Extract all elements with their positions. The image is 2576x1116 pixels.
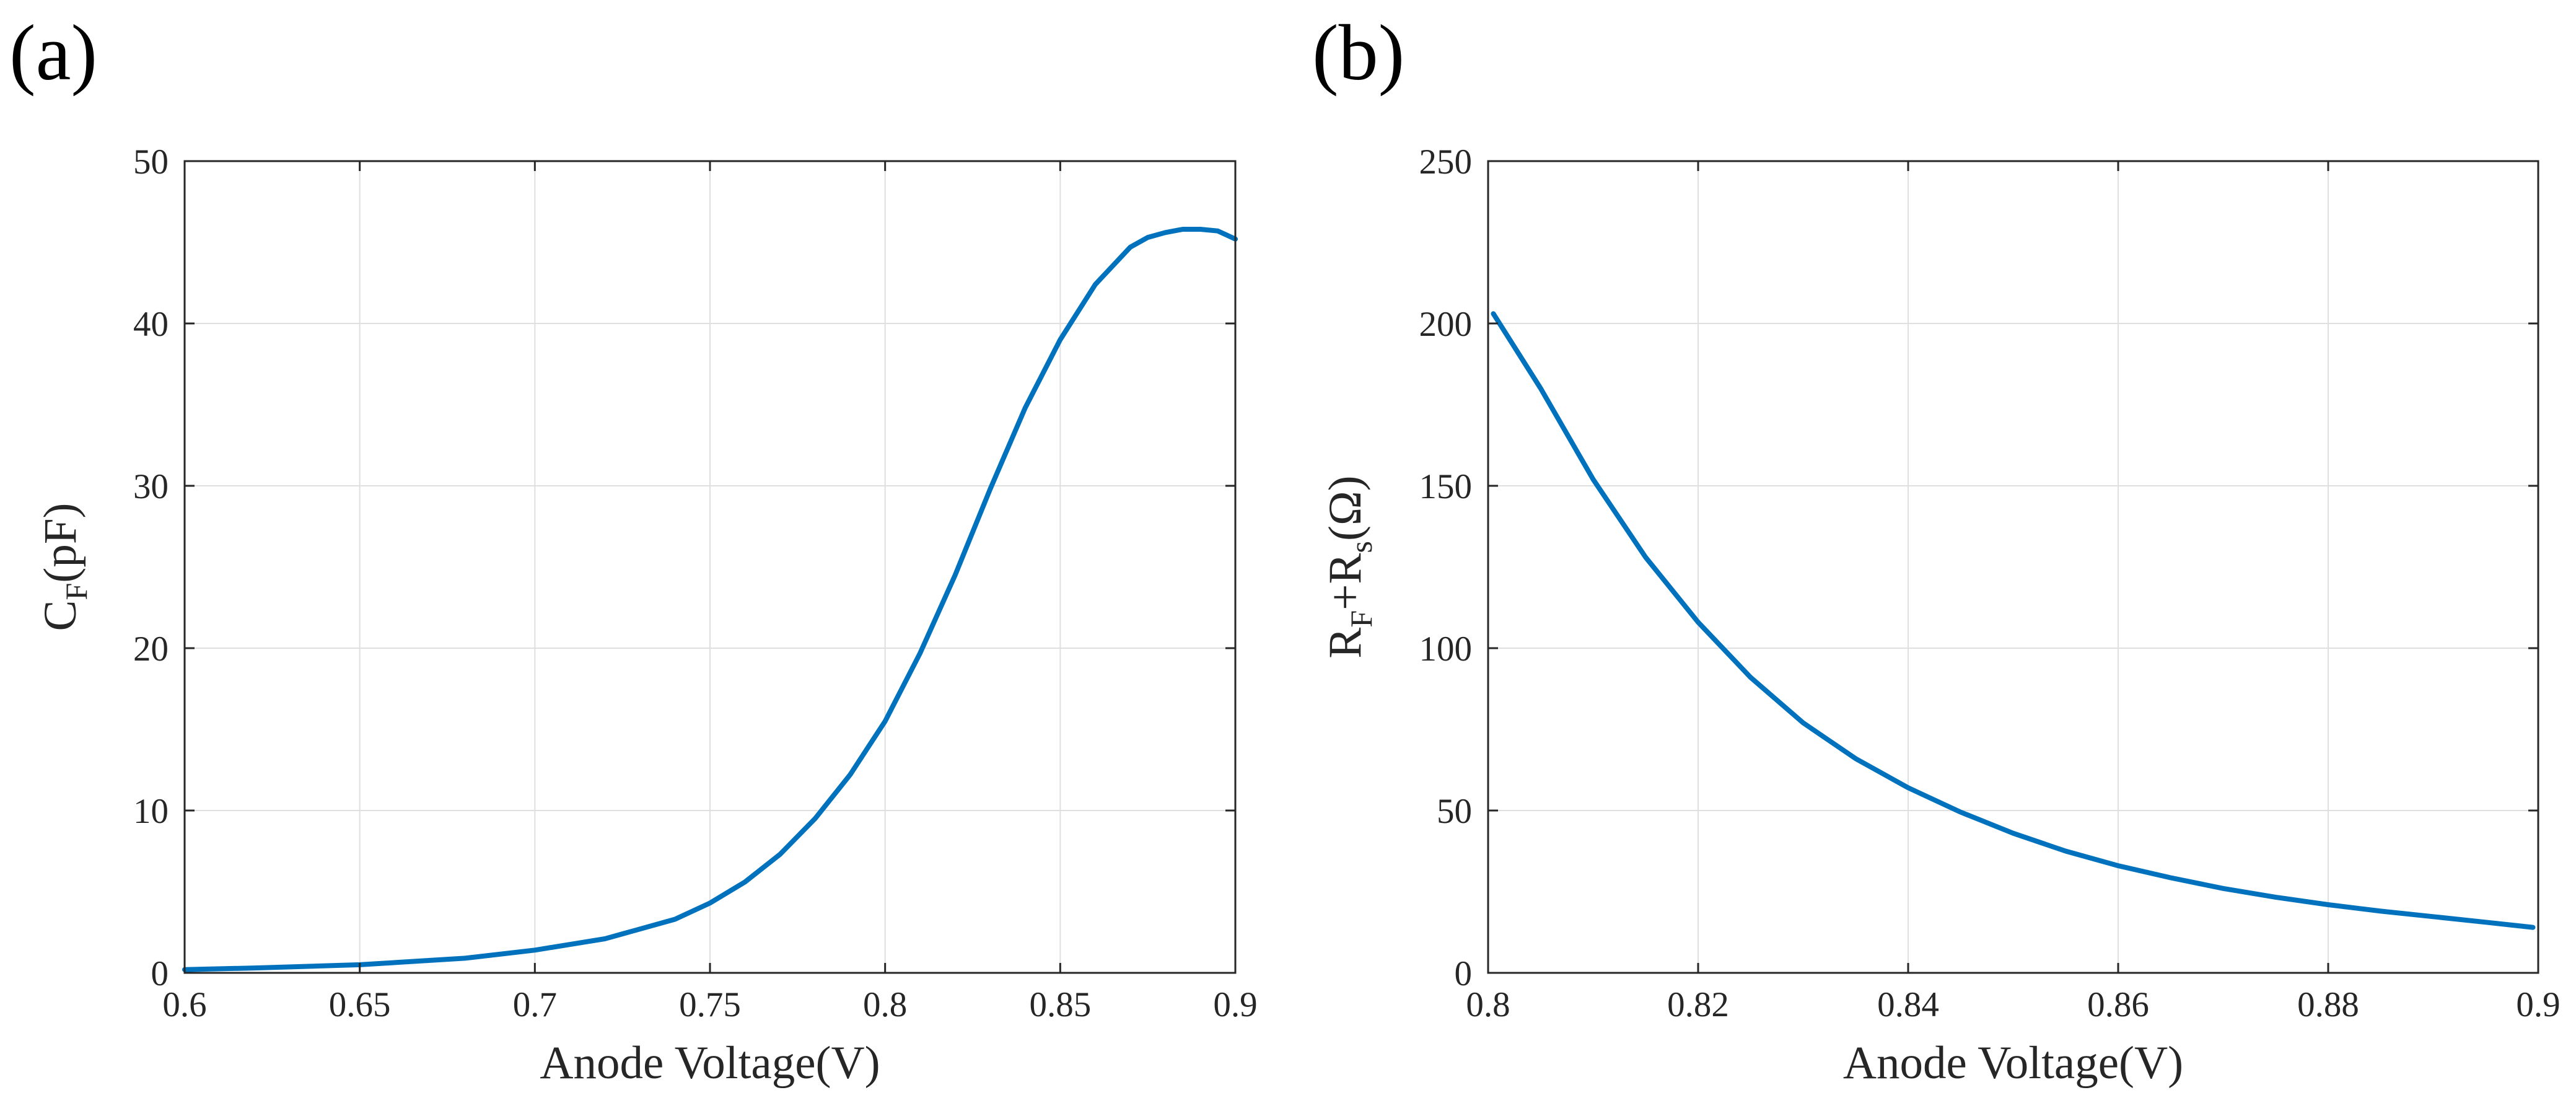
x-tick-label: 0.75 (679, 985, 741, 1024)
x-tick-label: 0.84 (1877, 985, 1939, 1024)
y-tick-label: 200 (1419, 305, 1473, 344)
x-tick-label: 0.88 (2297, 985, 2359, 1024)
panel-a: (a) 0.6 0.65 0.7 0.75 0.8 0.85 0.9 0 10 20 30 40 50 A… (9, 9, 1258, 1089)
x-tick-label: 0.8 (863, 985, 907, 1024)
panel-a-label: (a) (9, 9, 97, 97)
x-axis-label: Anode Voltage(V) (1843, 1037, 2183, 1089)
y-axis-label: CF(pF) (35, 503, 94, 631)
y-tick-label: 150 (1419, 467, 1473, 506)
y-tick-label: 50 (133, 143, 169, 182)
series-line (182, 227, 1238, 972)
panel-b: (b) 0.8 0.82 0.84 0.86 0.88 0.9 0 50 100 150 200 25… (1312, 9, 2561, 1089)
x-tick-label: 0.9 (1213, 985, 1257, 1024)
x-tick-label: 0.7 (513, 985, 557, 1024)
x-tick-label: 0.9 (2516, 985, 2560, 1024)
x-tick-label: 0.85 (1029, 985, 1091, 1024)
panel-b-label: (b) (1312, 9, 1404, 97)
x-axis-label: Anode Voltage(V) (540, 1037, 880, 1089)
y-tick-label: 40 (133, 305, 169, 344)
y-tick-label: 50 (1437, 792, 1472, 831)
x-tick-label: 0.8 (1466, 985, 1510, 1024)
y-tick-label: 30 (133, 467, 169, 506)
x-tick-label: 0.86 (2087, 985, 2149, 1024)
series-line (1491, 311, 2536, 930)
y-tick-label: 250 (1419, 143, 1473, 182)
y-tick-label: 10 (133, 792, 169, 831)
x-tick-label: 0.82 (1667, 985, 1729, 1024)
axes-box (1487, 160, 2539, 974)
y-tick-label: 0 (151, 954, 169, 993)
y-tick-label: 20 (133, 630, 169, 669)
y-tick-label: 0 (1455, 954, 1473, 993)
y-tick-label: 100 (1419, 630, 1473, 669)
x-tick-label: 0.65 (329, 985, 391, 1024)
x-tick-label: 0.6 (162, 985, 206, 1024)
y-axis-label: RF+Rs(Ω) (1320, 475, 1378, 658)
